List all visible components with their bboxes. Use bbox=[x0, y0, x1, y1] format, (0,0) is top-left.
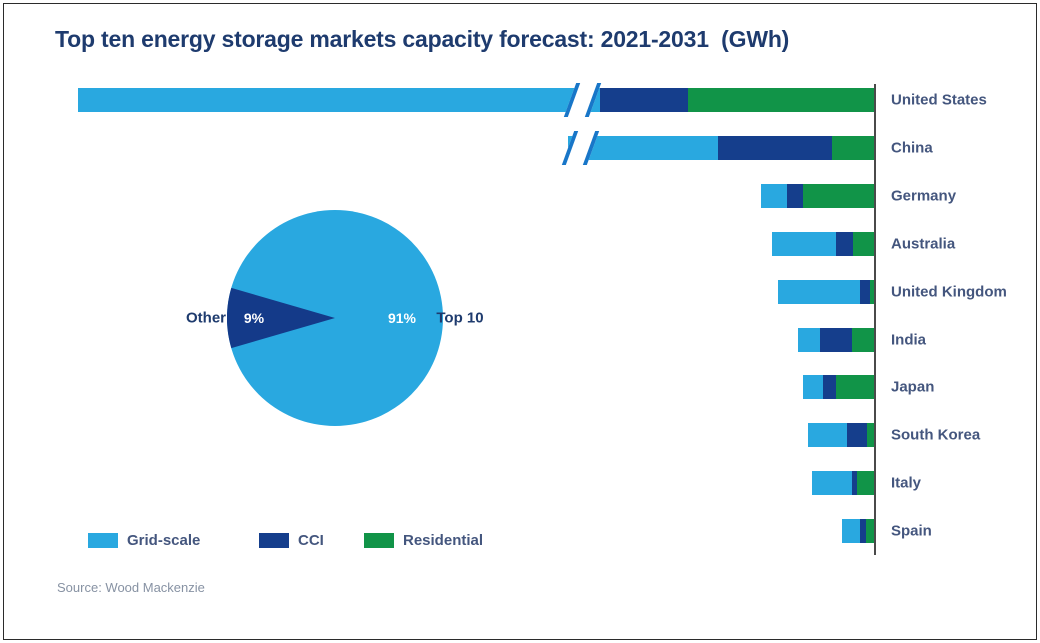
bar-segment-cci bbox=[820, 327, 852, 352]
residential-swatch-icon bbox=[364, 533, 394, 548]
bar-segment-cci bbox=[600, 88, 688, 112]
pie-top10-percent: 91% bbox=[387, 310, 417, 326]
bar-segment-grid-scale bbox=[808, 423, 847, 448]
bar-row bbox=[798, 327, 875, 352]
bar-row bbox=[803, 375, 875, 400]
legend-item-residential: Residential bbox=[364, 532, 483, 549]
legend-item-cci: CCI bbox=[259, 532, 324, 549]
bar-segment-cci bbox=[860, 279, 870, 304]
cci-swatch-icon bbox=[259, 533, 289, 548]
pie-other-percent: 9% bbox=[243, 310, 265, 326]
legend-label: CCI bbox=[298, 532, 324, 549]
country-label: Italy bbox=[891, 474, 922, 492]
pie-svg bbox=[227, 210, 443, 426]
bar-row bbox=[561, 130, 875, 165]
legend-label: Grid-scale bbox=[127, 532, 201, 549]
bar-segment-grid-scale bbox=[842, 519, 860, 544]
bar-row bbox=[842, 519, 875, 544]
bar-segment-residential bbox=[870, 279, 875, 304]
source-text: Source: Wood Mackenzie bbox=[57, 580, 205, 595]
bar-segment-residential bbox=[852, 327, 875, 352]
bar-row bbox=[761, 183, 875, 208]
bar-segment-grid-scale bbox=[803, 375, 823, 400]
country-label: Australia bbox=[891, 235, 956, 253]
bar-segment-cci bbox=[836, 231, 853, 256]
bar-segment-residential bbox=[853, 231, 875, 256]
bar-segment-cci bbox=[823, 375, 836, 400]
pie-slice-other bbox=[227, 287, 335, 349]
bar-segment-residential bbox=[857, 471, 875, 496]
bar-row bbox=[808, 423, 875, 448]
country-label: Germany bbox=[891, 187, 957, 205]
country-label: Spain bbox=[891, 522, 932, 540]
bar-segment-grid-scale bbox=[78, 88, 600, 112]
bar-segment-cci bbox=[847, 423, 867, 448]
country-label: Japan bbox=[891, 378, 935, 396]
bar-segment-residential bbox=[836, 375, 875, 400]
bar-segment-residential bbox=[867, 423, 875, 448]
bar-segment-grid-scale bbox=[812, 471, 852, 496]
country-label: South Korea bbox=[891, 426, 981, 444]
bar-segment-residential bbox=[688, 88, 875, 112]
chart-title: Top ten energy storage markets capacity … bbox=[55, 26, 790, 52]
axis-line bbox=[874, 84, 876, 555]
pie-top10-label: Top 10 bbox=[436, 309, 484, 327]
bar-row bbox=[772, 231, 875, 256]
bar-row bbox=[812, 471, 875, 496]
bar-row bbox=[778, 279, 875, 304]
pie-other-label: Other bbox=[185, 309, 227, 327]
bar-segment-residential bbox=[832, 135, 875, 160]
bar-segment-grid-scale bbox=[761, 183, 787, 208]
legend-item-grid-scale: Grid-scale bbox=[88, 532, 200, 549]
bar-row bbox=[78, 83, 875, 117]
country-label: United States bbox=[891, 91, 987, 109]
legend-label: Residential bbox=[403, 532, 484, 549]
bar-segment-cci bbox=[718, 135, 832, 160]
country-label: India bbox=[891, 331, 927, 348]
country-label: United Kingdom bbox=[891, 283, 1007, 301]
bar-segment-grid-scale bbox=[778, 279, 860, 304]
bar-segment-cci bbox=[787, 183, 803, 208]
pie-chart bbox=[227, 210, 443, 426]
country-label: China bbox=[891, 139, 933, 157]
grid-scale-swatch-icon bbox=[88, 533, 118, 548]
bar-segment-grid-scale bbox=[798, 327, 820, 352]
bar-segment-grid-scale bbox=[772, 231, 836, 256]
bar-segment-cci bbox=[852, 471, 857, 496]
bar-segment-residential bbox=[866, 519, 875, 544]
bar-segment-residential bbox=[803, 183, 875, 208]
bar-segment-cci bbox=[860, 519, 866, 544]
